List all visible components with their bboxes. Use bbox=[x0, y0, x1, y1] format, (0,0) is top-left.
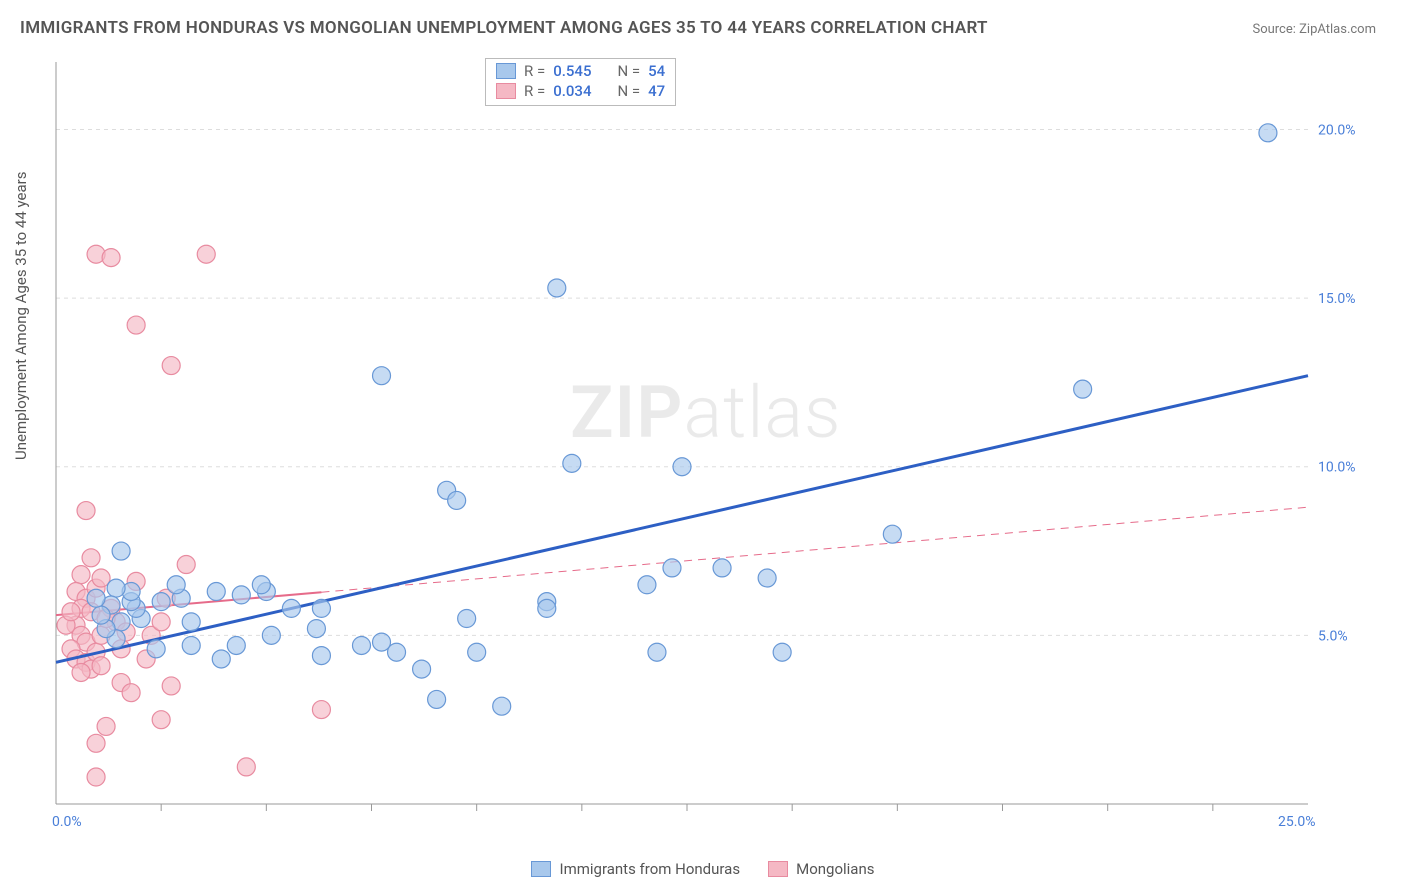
legend-item-blue: Immigrants from Honduras bbox=[531, 860, 740, 878]
svg-text:15.0%: 15.0% bbox=[1318, 291, 1356, 307]
series-label-pink: Mongolians bbox=[796, 860, 874, 878]
legend-row-blue: R = 0.545 N = 54 bbox=[496, 61, 665, 81]
svg-text:25.0%: 25.0% bbox=[1278, 814, 1316, 830]
n-label: N = bbox=[617, 62, 640, 80]
r-value-pink: 0.034 bbox=[553, 82, 591, 100]
svg-text:0.0%: 0.0% bbox=[52, 814, 82, 830]
svg-text:10.0%: 10.0% bbox=[1318, 460, 1356, 476]
swatch-blue bbox=[496, 63, 516, 79]
svg-text:5.0%: 5.0% bbox=[1318, 628, 1348, 644]
n-label: N = bbox=[617, 82, 640, 100]
swatch-pink bbox=[768, 861, 788, 877]
n-value-blue: 54 bbox=[648, 62, 665, 80]
y-axis-label: Unemployment Among Ages 35 to 44 years bbox=[12, 172, 30, 460]
swatch-blue bbox=[531, 861, 551, 877]
series-label-blue: Immigrants from Honduras bbox=[559, 860, 740, 878]
r-label: R = bbox=[524, 82, 545, 100]
svg-text:20.0%: 20.0% bbox=[1318, 122, 1356, 138]
n-value-pink: 47 bbox=[648, 82, 665, 100]
scatter-plot: 5.0% 10.0% 15.0% 20.0% 0.0% 25.0% bbox=[48, 56, 1378, 836]
legend-row-pink: R = 0.034 N = 47 bbox=[496, 81, 665, 101]
source-label: Source: ZipAtlas.com bbox=[1252, 22, 1376, 37]
r-label: R = bbox=[524, 62, 545, 80]
correlation-legend: R = 0.545 N = 54 R = 0.034 N = 47 bbox=[485, 58, 676, 106]
legend-item-pink: Mongolians bbox=[768, 860, 874, 878]
swatch-pink bbox=[496, 83, 516, 99]
series-legend: Immigrants from Honduras Mongolians bbox=[0, 860, 1406, 878]
chart-title: IMMIGRANTS FROM HONDURAS VS MONGOLIAN UN… bbox=[20, 18, 988, 38]
r-value-blue: 0.545 bbox=[553, 62, 591, 80]
